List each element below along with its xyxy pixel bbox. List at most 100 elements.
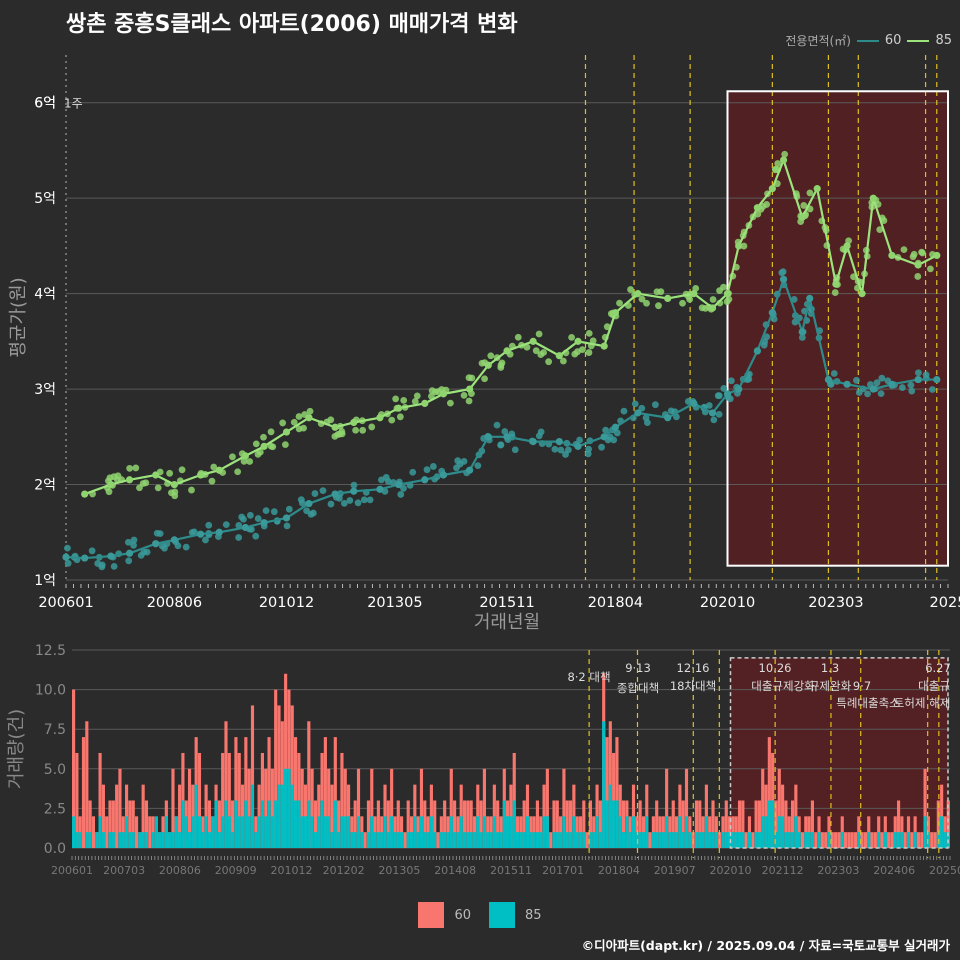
scatter-point-85 [246,458,254,465]
bar-60 [386,800,390,848]
legend-title: 전용면적(㎡) [785,34,851,48]
scatter-point-85 [774,160,782,167]
bar-85 [641,832,646,848]
bar-85 [671,832,675,848]
bar-60 [436,832,440,848]
bar-85 [598,832,602,848]
scatter-point-85 [523,343,531,351]
bar-85 [337,832,341,848]
bar-85 [194,784,198,848]
top-legend: 전용면적(㎡) 60 85 [785,32,952,49]
bar-85 [201,832,205,848]
data-point-85 [843,242,851,250]
y-tick-label: 7.5 [44,722,66,738]
data-point-60 [260,519,268,527]
data-point-60 [331,490,339,498]
bar-85 [293,800,298,848]
bar-85 [297,800,301,848]
bar-85 [906,832,911,848]
data-point-60 [503,433,511,441]
bar-85 [757,832,761,848]
bar-85 [602,721,606,848]
bar-60 [496,800,500,848]
data-point-85 [888,251,896,260]
bar-85 [499,832,503,848]
bar-85 [234,800,238,848]
bar-60 [250,705,255,848]
bar-60 [744,832,748,848]
data-point-85 [376,414,384,422]
bar-85 [489,832,493,848]
data-point-85 [152,471,160,479]
bar-85 [214,800,218,848]
scatter-point-60 [497,441,505,449]
bar-60 [814,832,818,848]
bar-85 [313,832,318,848]
scatter-point-60 [715,392,723,400]
x-tick-label: 201012 [259,595,314,611]
data-point-85 [81,490,89,498]
bar-85 [274,800,278,848]
bar-85 [572,816,576,848]
bar-60 [810,800,814,848]
bar-85 [462,832,467,848]
data-point-85 [107,480,115,489]
scatter-point-85 [229,453,236,461]
bar-60 [605,737,609,848]
policy-label: 10.26 [759,661,792,675]
bar-85 [515,832,520,848]
bar-60 [323,737,327,848]
bar-60 [88,800,92,848]
scatter-point-60 [715,411,723,418]
bar-85 [429,816,433,848]
x-tick-label: 201511 [479,595,534,611]
bar-85 [684,816,689,848]
bar-60 [85,721,89,848]
bar-85 [794,816,798,848]
bar-85 [896,832,901,848]
bar-60 [784,800,788,848]
bar-85 [612,800,616,848]
bar-85 [761,816,765,848]
bar-85 [400,832,404,848]
bar-85 [615,800,619,848]
data-point-85 [439,390,448,398]
data-point-85 [305,414,313,422]
bar-85 [197,816,202,848]
x-tick-label: 200703 [103,864,145,877]
bar-85 [280,784,284,848]
bar-85 [784,832,788,848]
bar-60 [284,673,288,848]
data-point-60 [843,380,851,388]
bar-60 [449,768,453,848]
bar-85 [668,832,672,848]
legend-box-60 [418,902,445,928]
scatter-point-60 [474,462,482,470]
data-point-85 [914,261,922,269]
bar-60 [217,800,221,848]
scatter-point-60 [493,421,501,429]
data-point-85 [798,213,806,221]
scatter-point-60 [254,515,262,522]
scatter-point-60 [429,463,437,470]
data-point-60 [914,375,922,384]
scatter-point-60 [246,511,254,519]
bar-85 [817,832,821,848]
bar-60 [843,832,848,848]
bar-85 [714,832,718,848]
bar-60 [535,800,539,848]
bar-85 [254,832,258,848]
y-tick-label: 4억 [34,287,56,303]
x-tick-label: 2025 [930,595,960,611]
bar-85 [678,816,682,848]
bar-60 [522,800,526,848]
scatter-point-60 [335,494,343,502]
data-point-85 [664,294,672,303]
bar-85 [764,816,768,848]
bar-85 [568,832,573,848]
bar-60 [671,800,675,848]
data-point-60 [600,433,608,441]
y-tick-label: 6억 [34,96,56,112]
bar-85 [790,832,795,848]
scatter-point-85 [460,391,468,399]
